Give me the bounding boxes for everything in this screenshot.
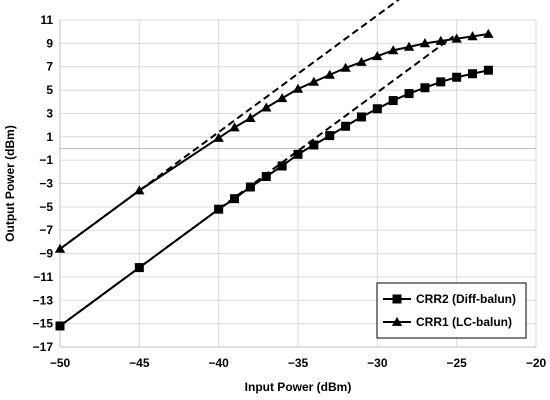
triangle-marker — [292, 83, 304, 93]
y-tick-label: 9 — [46, 36, 53, 50]
square-marker — [392, 294, 402, 304]
legend-box — [376, 282, 527, 339]
x-tick-labels: −50 −45 −40 −35 −30 −25 −20 — [50, 356, 547, 370]
y-tick-label: −3 — [39, 177, 53, 191]
triangle-marker — [245, 112, 256, 122]
y-tick-label: −15 — [33, 317, 54, 331]
legend-label: CRR1 (LC-balun) — [416, 315, 512, 329]
y-tick-label: 3 — [46, 106, 53, 120]
series-square — [55, 65, 493, 331]
dashed-reference-line — [60, 0, 400, 250]
x-tick-label: −35 — [288, 356, 309, 370]
triangle-marker — [276, 93, 288, 103]
x-tick-label: −30 — [367, 356, 388, 370]
square-marker — [293, 149, 303, 159]
series-triangle — [54, 28, 494, 253]
y-tick-label: 7 — [46, 60, 53, 74]
y-tick-label: 11 — [40, 13, 53, 27]
y-tick-label: −13 — [33, 293, 54, 307]
legend-item: CRR2 (Diff-balun) — [383, 292, 516, 306]
square-marker — [261, 171, 271, 181]
square-marker — [134, 263, 144, 273]
x-tick-label: −50 — [50, 356, 71, 370]
square-marker — [388, 96, 398, 106]
triangle-marker — [308, 76, 320, 86]
x-axis-title: Input Power (dBm) — [245, 380, 352, 394]
triangle-marker — [388, 45, 399, 55]
y-axis-title: Output Power (dBm) — [3, 125, 17, 242]
y-tick-label: −17 — [33, 340, 54, 354]
triangle-marker — [229, 122, 240, 132]
square-marker — [420, 83, 430, 93]
triangle-marker — [261, 102, 272, 112]
series-group — [54, 28, 494, 331]
square-marker — [436, 77, 446, 87]
triangle-marker — [213, 132, 224, 142]
square-marker — [341, 121, 351, 131]
y-tick-label: −5 — [39, 200, 53, 214]
y-tick-label: −9 — [39, 247, 53, 261]
triangle-marker — [419, 38, 431, 48]
y-tick-label: 5 — [46, 83, 53, 97]
square-marker — [230, 194, 240, 204]
square-marker — [372, 104, 382, 114]
triangle-marker — [391, 316, 403, 326]
legend-label: CRR2 (Diff-balun) — [416, 292, 516, 306]
axes — [59, 20, 536, 348]
legend: CRR2 (Diff-balun) CRR1 (LC-balun) — [376, 282, 527, 339]
x-tick-label: −25 — [446, 356, 467, 370]
square-marker — [452, 72, 462, 82]
triangle-marker — [451, 33, 462, 43]
square-marker — [245, 182, 255, 192]
square-marker — [325, 131, 335, 141]
x-tick-label: −20 — [526, 356, 547, 370]
triangle-marker — [467, 31, 478, 41]
triangle-marker — [54, 243, 66, 253]
square-marker — [356, 112, 366, 122]
triangle-marker — [356, 56, 367, 66]
triangle-marker — [340, 62, 351, 72]
triangle-marker — [134, 185, 145, 195]
square-marker — [404, 89, 414, 99]
square-marker — [214, 204, 224, 214]
x-tick-label: −40 — [208, 356, 229, 370]
y-tick-label: 1 — [46, 130, 53, 144]
square-marker — [309, 140, 319, 150]
square-marker — [468, 69, 478, 79]
y-tick-label: −11 — [33, 270, 53, 284]
square-marker — [483, 65, 493, 75]
triangle-marker — [324, 69, 335, 79]
x-tick-label: −45 — [129, 356, 150, 370]
triangle-marker — [435, 35, 446, 45]
y-tick-label: −1 — [39, 153, 53, 167]
legend-item: CRR1 (LC-balun) — [383, 315, 512, 329]
triangle-marker — [403, 41, 415, 51]
triangle-marker — [483, 28, 494, 38]
y-tick-label: −7 — [39, 223, 53, 237]
triangle-marker — [372, 51, 383, 61]
square-marker — [55, 321, 65, 331]
square-marker — [277, 161, 287, 171]
